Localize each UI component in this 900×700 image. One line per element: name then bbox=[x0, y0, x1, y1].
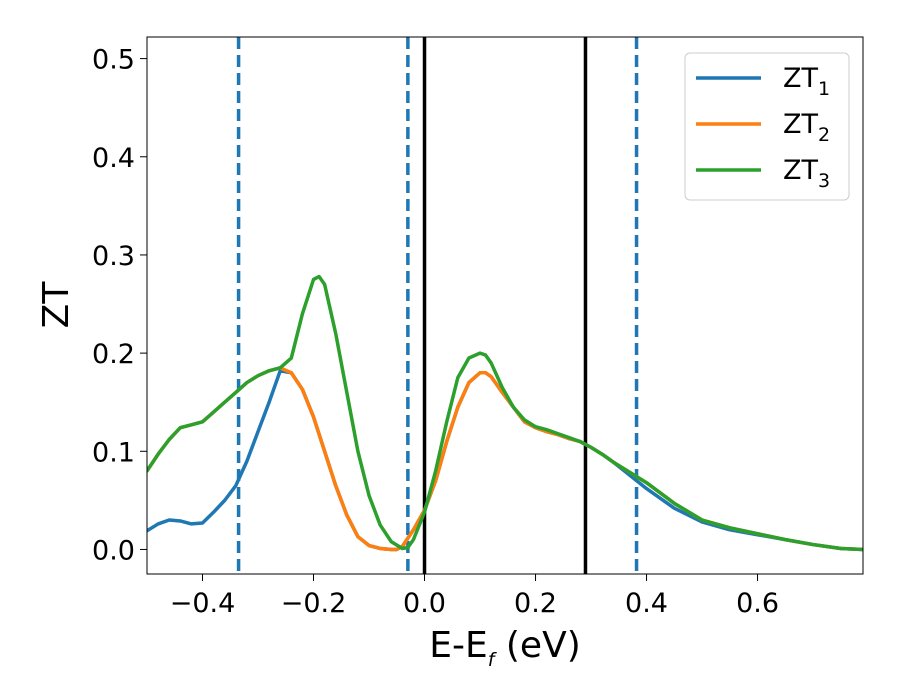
y-tick-label: 0.4 bbox=[92, 143, 135, 174]
y-tick-label: 0.0 bbox=[92, 535, 135, 566]
y-tick-label: 0.5 bbox=[92, 45, 135, 76]
legend: ZT1 ZT2 ZT3 bbox=[684, 52, 850, 201]
y-tick-label: 0.1 bbox=[92, 437, 135, 468]
x-tick-label: 0.6 bbox=[736, 588, 779, 619]
x-tick-label: −0.2 bbox=[281, 588, 347, 619]
x-tick-label: 0.0 bbox=[403, 588, 446, 619]
y-axis-label: ZT bbox=[36, 281, 77, 329]
series-line-zt3 bbox=[147, 274, 863, 552]
legend-label-zt3: ZT3 bbox=[783, 155, 830, 192]
plot-frame bbox=[146, 36, 864, 575]
x-tick-label: 0.4 bbox=[625, 588, 668, 619]
y-tick-label: 0.3 bbox=[92, 241, 135, 272]
x-tick-label: 0.2 bbox=[514, 588, 557, 619]
series-lines bbox=[147, 274, 863, 552]
legend-label-zt1: ZT1 bbox=[783, 63, 830, 100]
y-tick-label: 0.2 bbox=[92, 339, 135, 370]
legend-label-zt2: ZT2 bbox=[783, 109, 830, 146]
y-axis-ticks: 0.0 0.1 0.2 0.3 0.4 0.5 bbox=[92, 45, 147, 566]
x-tick-label: −0.4 bbox=[170, 588, 236, 619]
vertical-reference-lines bbox=[236, 37, 639, 574]
legend-box bbox=[684, 52, 850, 201]
x-axis-label: E-Ef (eV) bbox=[429, 625, 581, 671]
x-axis-ticks: −0.4 −0.2 0.0 0.2 0.4 0.6 bbox=[170, 574, 779, 619]
legend-items: ZT1 ZT2 ZT3 bbox=[696, 63, 830, 192]
